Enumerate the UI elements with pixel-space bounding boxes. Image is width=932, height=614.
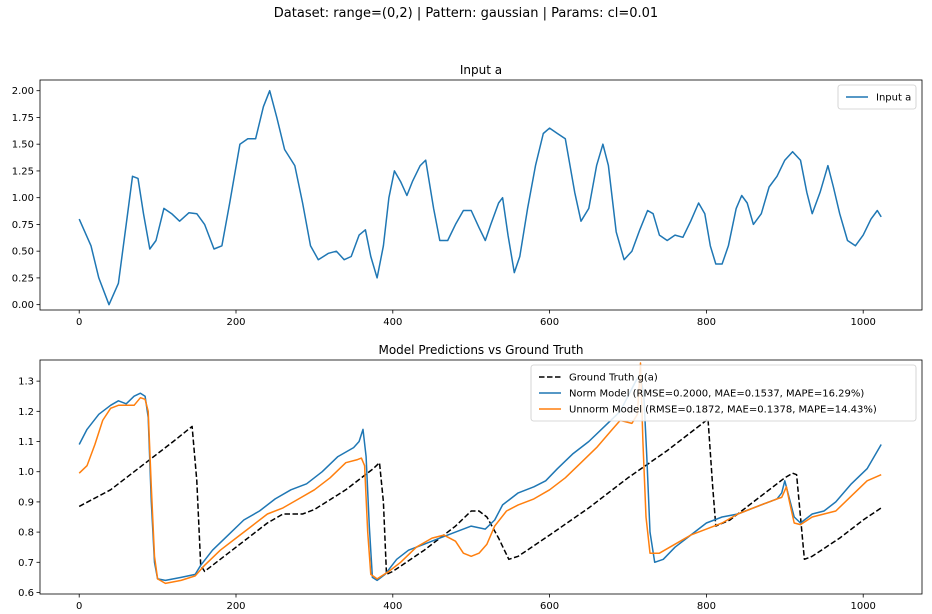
chart-title: Input a [460,63,502,77]
legend: Ground Truth g(a) Norm Model (RMSE=0.2000… [530,364,917,422]
y-tick-label: 0.50 [12,247,34,258]
y-tick-label: 2.00 [12,86,34,97]
legend-label: Ground Truth g(a) [569,373,658,384]
series-line-3 [78,362,882,585]
x-tick-label: 800 [697,601,716,612]
x-tick-label: 1000 [850,601,875,612]
y-tick-label: 1.25 [12,166,34,177]
x-tick-label: 1000 [850,317,875,328]
chart-1: 0 200 400 600 800 1000 0.00 0.25 0.50 0.75 1.00 1.2… [12,63,923,328]
legend: Input a [837,84,917,110]
x-tick-label: 400 [383,317,402,328]
x-tick-label: 600 [540,317,559,328]
figure-suptitle: Dataset: range=(0,2) | Pattern: gaussian… [273,6,659,21]
y-tick-label: 0.75 [12,220,34,231]
x-tick-label: 200 [226,317,245,328]
chart-title: Model Predictions vs Ground Truth [378,343,583,357]
y-tick-label: 0.25 [12,273,34,284]
y-tick-label: 1.1 [18,437,34,448]
x-tick-label: 0 [76,601,82,612]
y-tick-label: 0.7 [18,558,34,569]
chart-2: 0 200 400 600 800 1000 0.6 0.7 0.8 0.9 1.0 1.1 1.2 1.… [18,343,923,612]
series-line-1 [78,89,882,306]
y-tick-label: 1.2 [18,407,34,418]
plot-frame [39,359,923,595]
y-tick-label: 0.00 [12,300,34,311]
x-tick-label: 800 [697,317,716,328]
x-tick-label: 400 [383,601,402,612]
y-tick-label: 1.0 [18,467,34,478]
x-tick-label: 600 [540,601,559,612]
legend-box [837,84,917,110]
y-tick-label: 0.6 [18,588,34,599]
y-tick-label: 1.3 [18,377,34,388]
y-tick-label: 0.8 [18,528,34,539]
legend-box [530,364,917,422]
y-tick-label: 1.00 [12,193,34,204]
series-line-1 [78,418,882,576]
y-tick-label: 0.9 [18,497,34,508]
legend-label: Input a [876,93,911,104]
legend-label: Unnorm Model (RMSE=0.1872, MAE=0.1378, M… [569,405,877,416]
plot-frame [39,79,923,311]
legend-label: Norm Model (RMSE=0.2000, MAE=0.1537, MAP… [569,389,864,400]
x-tick-label: 0 [76,317,82,328]
y-tick-label: 1.50 [12,140,34,151]
y-tick-label: 1.75 [12,113,34,124]
x-tick-label: 200 [226,601,245,612]
